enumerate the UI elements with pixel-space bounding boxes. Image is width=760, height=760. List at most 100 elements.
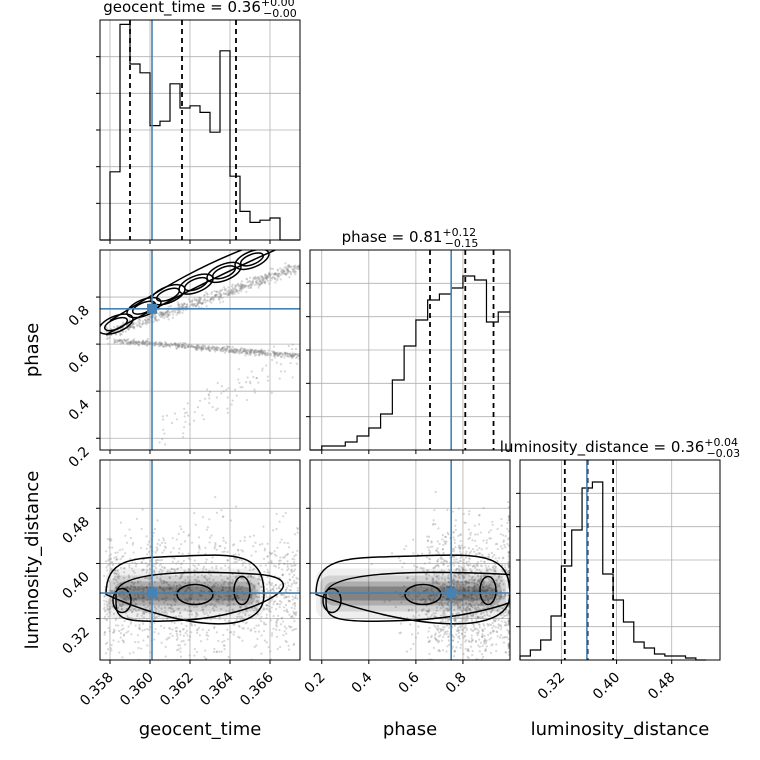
sample-point xyxy=(448,632,451,635)
sample-point xyxy=(458,605,461,608)
sample-point xyxy=(240,290,243,293)
sample-point xyxy=(479,604,482,607)
sample-point xyxy=(192,303,196,306)
sample-point xyxy=(212,583,216,586)
sample-point xyxy=(294,594,297,597)
sample-point xyxy=(221,346,224,349)
sample-point xyxy=(179,647,182,650)
sample-point xyxy=(168,583,171,587)
sample-point xyxy=(276,546,279,549)
sample-point xyxy=(158,564,161,567)
sample-point xyxy=(466,619,469,622)
sample-point xyxy=(177,560,180,563)
sample-point xyxy=(274,351,277,354)
sample-point xyxy=(430,663,432,665)
sample-point xyxy=(163,549,166,552)
sample-point xyxy=(175,345,178,348)
sample-point xyxy=(287,270,291,273)
sample-point xyxy=(476,561,480,564)
sample-point xyxy=(457,636,460,639)
sample-point xyxy=(419,598,422,602)
sample-point xyxy=(257,282,260,285)
sample-point xyxy=(194,348,197,351)
sample-point xyxy=(226,628,229,631)
sample-point xyxy=(501,564,504,567)
sample-point xyxy=(454,524,457,527)
sample-point xyxy=(263,549,266,552)
sample-point xyxy=(171,628,174,631)
sample-point xyxy=(215,605,218,608)
sample-point xyxy=(474,553,478,556)
sample-point xyxy=(272,600,276,603)
sample-point xyxy=(270,581,274,585)
sample-point xyxy=(182,344,185,348)
sample-point xyxy=(255,377,258,380)
sample-point xyxy=(164,311,167,314)
sample-point xyxy=(507,561,510,564)
sample-point xyxy=(475,602,478,605)
sample-point xyxy=(462,589,465,592)
sample-point xyxy=(507,611,510,614)
sample-point xyxy=(288,265,291,268)
sample-point xyxy=(206,579,209,582)
sample-point xyxy=(502,641,506,644)
sample-point xyxy=(447,581,450,584)
sample-point xyxy=(190,610,193,613)
sample-point xyxy=(125,541,129,544)
sample-point xyxy=(161,311,165,315)
sample-point xyxy=(202,610,205,614)
scatter-panel-phase-vs-geocent_time xyxy=(96,249,301,454)
sample-point xyxy=(205,346,208,350)
sample-point xyxy=(489,587,492,590)
sample-point xyxy=(140,341,144,344)
sample-point xyxy=(453,624,456,627)
sample-point xyxy=(456,626,460,630)
sample-point xyxy=(285,676,287,678)
sample-point xyxy=(429,615,432,619)
sample-point xyxy=(249,348,252,351)
sample-point xyxy=(281,573,284,576)
sample-point xyxy=(480,601,483,605)
sample-point xyxy=(245,278,249,281)
sample-point xyxy=(462,588,466,591)
sample-point xyxy=(120,339,124,343)
sample-point xyxy=(291,557,294,561)
sample-point xyxy=(441,577,444,580)
sample-point xyxy=(494,570,497,574)
sample-point xyxy=(438,631,441,634)
sample-point xyxy=(175,418,179,421)
sample-point xyxy=(247,353,250,356)
sample-point xyxy=(241,562,245,565)
x-tick-label: 0.6 xyxy=(396,669,423,696)
sample-point xyxy=(213,547,216,550)
sample-point xyxy=(258,278,261,281)
sample-point xyxy=(173,342,176,345)
sample-point xyxy=(453,574,456,577)
sample-point xyxy=(286,565,289,568)
sample-point xyxy=(459,608,462,611)
sample-point xyxy=(215,290,218,294)
sample-point xyxy=(497,557,501,560)
sample-point xyxy=(228,583,231,586)
sample-point xyxy=(498,597,501,601)
sample-point xyxy=(188,533,191,536)
sample-point xyxy=(221,288,224,291)
sample-point xyxy=(210,560,213,564)
sample-point xyxy=(241,611,244,614)
sample-point xyxy=(227,350,231,354)
sample-point xyxy=(482,575,485,578)
sample-point xyxy=(247,284,250,288)
sample-point xyxy=(205,604,208,607)
sample-point xyxy=(294,627,297,631)
sample-point xyxy=(442,563,445,566)
x-tick-label: 0.32 xyxy=(535,670,568,703)
sample-point xyxy=(202,299,205,302)
sample-point xyxy=(224,619,227,622)
sample-point xyxy=(290,583,294,586)
sample-point xyxy=(499,590,502,593)
sample-point xyxy=(284,354,287,357)
sample-point xyxy=(176,607,179,611)
sample-point xyxy=(282,634,285,637)
sample-point xyxy=(159,312,163,316)
sample-point xyxy=(238,288,242,291)
